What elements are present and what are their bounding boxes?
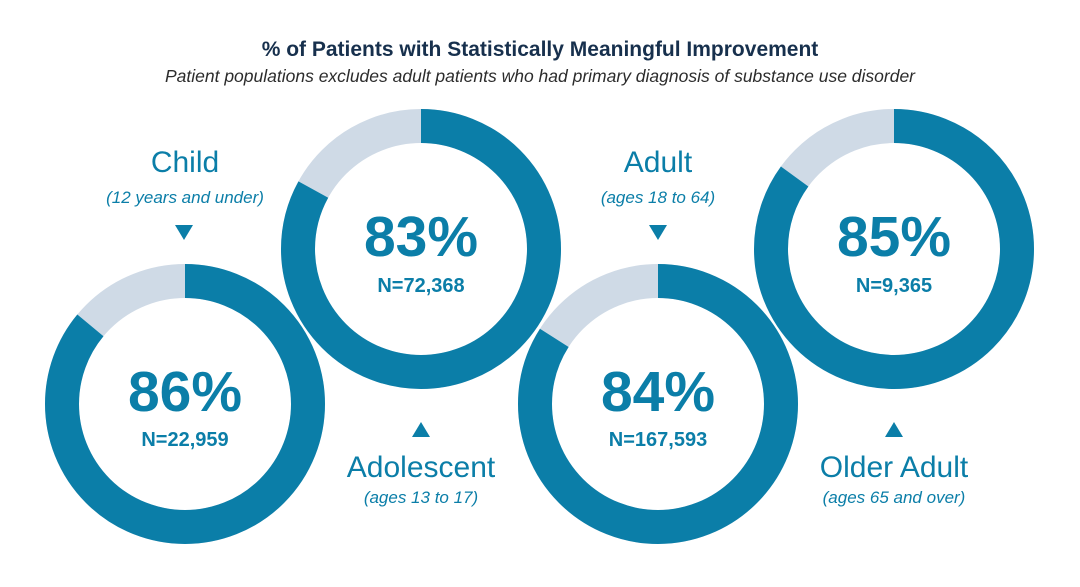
donut-child-percent: 86% [128, 360, 242, 424]
label-older-adult-name: Older Adult [820, 451, 969, 484]
donut-older-adult-n: N=9,365 [856, 275, 932, 297]
label-child-name: Child [151, 146, 219, 179]
donut-older-adult: 85% N=9,365 [754, 109, 1034, 389]
label-adolescent-ages: (ages 13 to 17) [364, 488, 478, 507]
donut-older-adult-percent: 85% [837, 205, 951, 269]
donut-adolescent: 83% N=72,368 [281, 109, 561, 389]
chart-subtitle: Patient populations excludes adult patie… [164, 66, 916, 86]
label-adult-ages: (ages 18 to 64) [601, 188, 715, 207]
up-arrow-icon [885, 422, 903, 437]
chart-title: % of Patients with Statistically Meaning… [261, 38, 819, 61]
label-child: Child (12 years and under) [106, 146, 264, 240]
up-arrow-icon [412, 422, 430, 437]
label-child-ages: (12 years and under) [106, 188, 264, 207]
label-older-adult: Older Adult (ages 65 and over) [820, 422, 969, 507]
label-adult: Adult (ages 18 to 64) [601, 146, 715, 240]
donut-adult-value-arc [518, 264, 798, 544]
donut-adolescent-n: N=72,368 [377, 275, 464, 297]
down-arrow-icon [175, 225, 193, 240]
donut-adult: 84% N=167,593 [518, 264, 798, 544]
donut-child: 86% N=22,959 [45, 264, 325, 544]
down-arrow-icon [649, 225, 667, 240]
donut-adolescent-value-arc [281, 109, 561, 389]
donut-child-n: N=22,959 [141, 429, 228, 451]
label-adult-name: Adult [624, 146, 693, 179]
label-older-adult-ages: (ages 65 and over) [823, 488, 966, 507]
label-adolescent-name: Adolescent [347, 451, 496, 484]
donut-adolescent-percent: 83% [364, 205, 478, 269]
donut-adult-percent: 84% [601, 360, 715, 424]
donut-child-value-arc [45, 264, 325, 544]
label-adolescent: Adolescent (ages 13 to 17) [347, 422, 496, 507]
donut-adult-n: N=167,593 [609, 429, 707, 451]
donut-older-adult-value-arc [754, 109, 1034, 389]
